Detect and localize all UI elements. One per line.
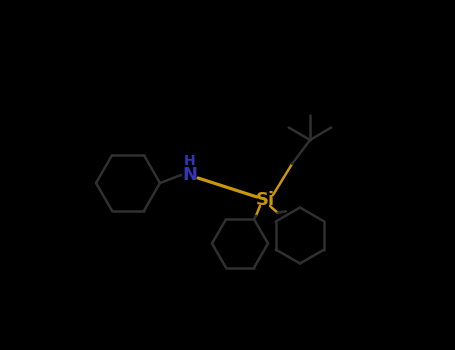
Text: N: N (182, 166, 197, 184)
Text: Si: Si (255, 191, 274, 209)
Text: H: H (184, 154, 196, 168)
